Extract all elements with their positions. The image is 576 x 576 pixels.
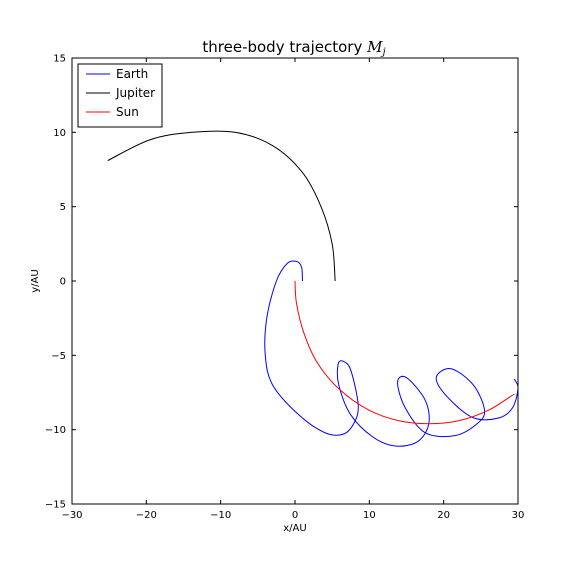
title-math-symbol: M (366, 38, 383, 56)
title-math-subscript: j (380, 47, 385, 58)
chart-title: three-body trajectory Mj (202, 38, 385, 58)
x-tick-label: 20 (437, 510, 450, 521)
y-tick-label: 10 (53, 128, 66, 139)
y-tick-label: 5 (60, 202, 66, 213)
series-line-earth (264, 260, 519, 447)
series-layer (107, 130, 519, 447)
x-tick-label: 30 (512, 510, 525, 521)
legend-label-jupiter: Jupiter (115, 86, 155, 100)
legend-label-sun: Sun (116, 105, 139, 119)
series-line-sun (294, 280, 515, 425)
y-tick-label: −10 (45, 425, 66, 436)
y-tick-label: 0 (60, 277, 66, 288)
y-tick-label: 15 (53, 54, 66, 65)
x-tick-label: −10 (210, 510, 231, 521)
y-tick-label: −5 (51, 351, 66, 362)
legend-label-earth: Earth (116, 67, 148, 81)
ticks-layer: −30 −20 −10 0 10 20 30 −15 −10 −5 0 5 10 15 (45, 54, 524, 522)
x-tick-label: −20 (136, 510, 157, 521)
x-tick-label: 10 (363, 510, 376, 521)
series-line-jupiter (107, 130, 336, 282)
x-tick-label: −30 (61, 510, 82, 521)
legend: Earth Jupiter Sun (77, 63, 163, 128)
x-tick-label: 0 (292, 510, 298, 521)
y-axis-label: y/AU (30, 269, 41, 292)
x-axis-label: x/AU (283, 523, 306, 534)
y-tick-label: −15 (45, 500, 66, 511)
